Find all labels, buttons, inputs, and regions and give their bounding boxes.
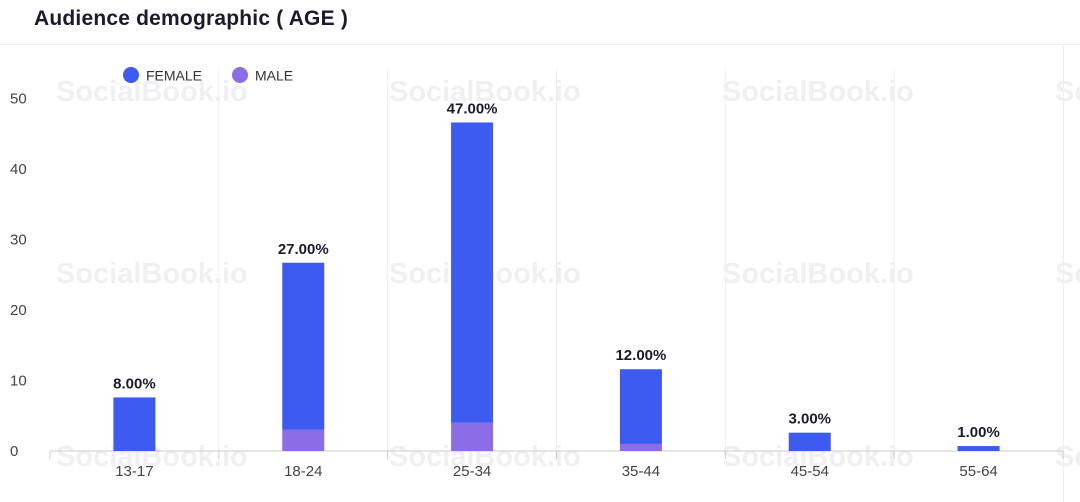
grid-lines (218, 68, 895, 451)
data-label: 47.00% (447, 100, 498, 117)
bar-female-45-54[interactable] (788, 432, 831, 451)
data-label: 1.00% (957, 424, 1000, 441)
data-label: 27.00% (278, 241, 329, 258)
watermark-text: SocialBook.io (1055, 441, 1080, 473)
x-tick-label: 18-24 (284, 463, 322, 480)
legend-swatch (232, 67, 248, 83)
y-axis: 0 10 20 30 40 50 (10, 91, 27, 461)
data-label: 8.00% (113, 375, 156, 392)
x-tick-label: 55-64 (959, 463, 997, 480)
y-tick-label: 10 (10, 373, 27, 390)
y-tick-label: 0 (10, 443, 18, 460)
bar-female-18-24[interactable] (282, 262, 325, 430)
legend-label: FEMALE (146, 68, 202, 84)
card-title: Audience demographic ( AGE ) (34, 7, 349, 30)
bar-male-35-44[interactable] (619, 443, 662, 451)
y-tick-label: 40 (10, 161, 27, 178)
watermark-text: SocialBook.io (389, 76, 581, 108)
bar-male-18-24[interactable] (282, 429, 325, 451)
x-tick-label: 13-17 (115, 463, 153, 480)
bar-female-25-34[interactable] (451, 122, 494, 423)
legend-item-male[interactable]: MALE (232, 67, 293, 84)
data-label: 3.00% (788, 411, 831, 428)
bar-female-55-64[interactable] (957, 446, 1000, 451)
bar-female-35-44[interactable] (619, 369, 662, 444)
watermark-text: SocialBook.io (1055, 76, 1080, 108)
x-tick-label: 25-34 (453, 463, 491, 480)
legend-item-female[interactable]: FEMALE (123, 67, 202, 84)
watermark-text: SocialBook.io (1055, 258, 1080, 290)
x-tick-label: 45-54 (791, 463, 829, 480)
watermark-text: SocialBook.io (56, 258, 248, 290)
watermark-text: SocialBook.io (722, 258, 914, 290)
watermark-text: SocialBook.io (56, 76, 248, 108)
y-tick-label: 20 (10, 302, 27, 319)
card-header: Audience demographic ( AGE ) (0, 0, 1080, 45)
panel-divider (1063, 44, 1064, 502)
bars: 8.00% 13-17 27.00% 18-24 47.00% 25-34 12.00% 35… (113, 100, 1000, 480)
legend-swatch (123, 67, 139, 83)
bar-female-13-17[interactable] (113, 397, 156, 451)
x-axis (49, 450, 1064, 459)
data-label: 12.00% (615, 347, 666, 364)
watermark-text: SocialBook.io (722, 76, 914, 108)
bar-male-25-34[interactable] (451, 422, 494, 451)
y-tick-label: 30 (10, 232, 27, 249)
x-tick-label: 35-44 (622, 463, 660, 480)
y-tick-label: 50 (10, 91, 27, 108)
legend-label: MALE (255, 68, 293, 84)
legend: FEMALE MALE (123, 67, 293, 84)
watermark-layer: SocialBook.io SocialBook.io SocialBook.io S… (56, 76, 1080, 473)
